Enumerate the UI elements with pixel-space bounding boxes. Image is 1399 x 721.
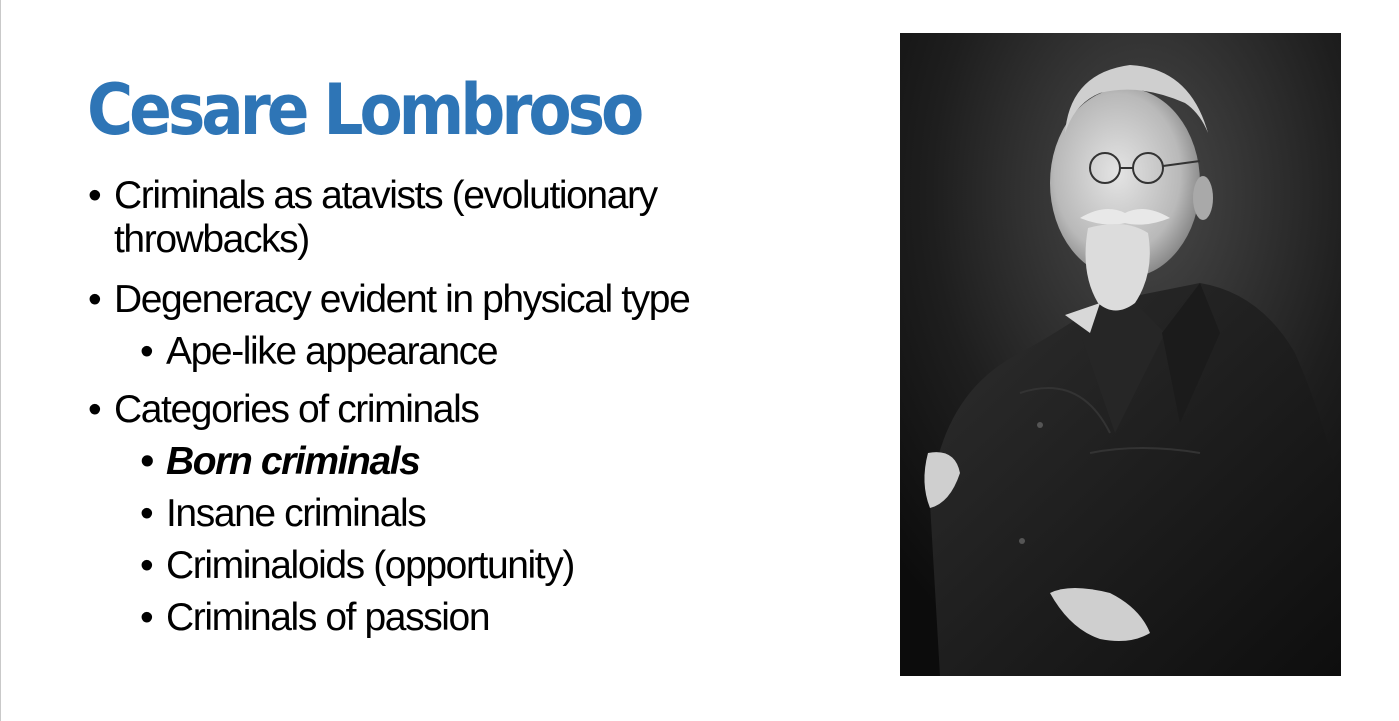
bullet-degeneracy: Degeneracy evident in physical type [87, 278, 827, 322]
sub-bullet-ape-like: Ape-like appearance [87, 330, 827, 374]
sub-bullet-criminals-of-passion: Criminals of passion [87, 596, 827, 640]
bullet-atavists: Criminals as atavists (evolutionary thro… [87, 174, 827, 262]
sub-bullet-born-criminals: Born criminals [87, 440, 827, 484]
slide-title: Cesare Lombroso [87, 69, 644, 151]
bullet-categories: Categories of criminals [87, 388, 827, 432]
sub-bullet-insane-criminals: Insane criminals [87, 492, 827, 536]
sub-bullet-criminaloids: Criminaloids (opportunity) [87, 544, 827, 588]
bullet-list: Criminals as atavists (evolutionary thro… [87, 174, 827, 648]
portrait-photo [900, 33, 1341, 676]
